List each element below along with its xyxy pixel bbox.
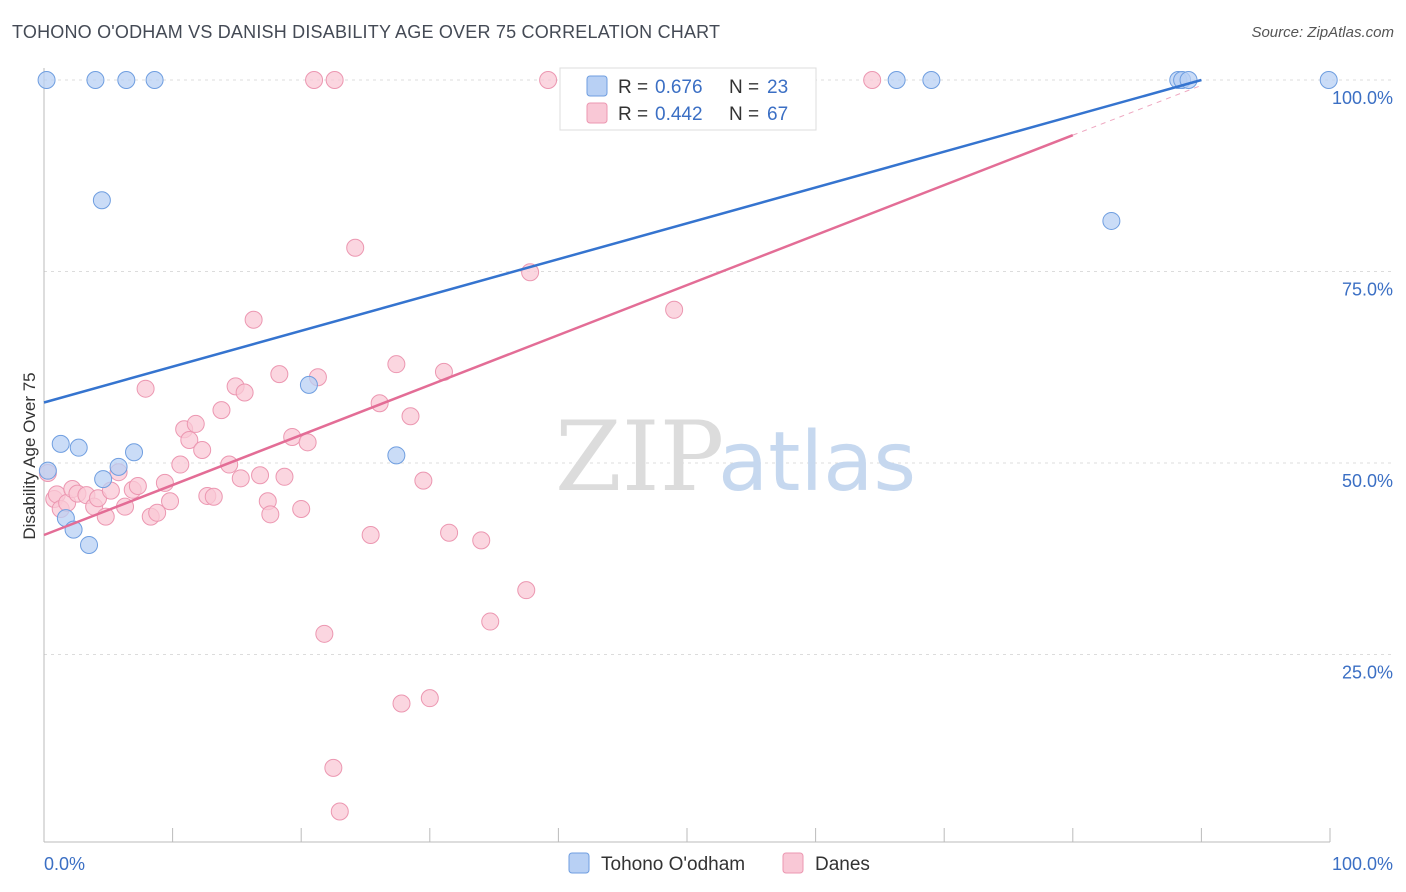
y-tick-label-25: 25.0% — [1342, 663, 1393, 683]
danes-point-34 — [251, 466, 270, 485]
legend-blue-r-label: R = — [618, 77, 648, 98]
danes-point-28 — [212, 401, 231, 420]
tohono-point-7 — [109, 457, 128, 476]
danes-point-33 — [244, 310, 263, 329]
danes-point-36 — [261, 505, 280, 524]
y-tick-labels: 25.0% 50.0% 75.0% 100.0% — [1332, 88, 1393, 683]
x-tick-label-max: 100.0% — [1332, 854, 1393, 874]
danes-point-37 — [270, 365, 289, 384]
danes-trend-line — [43, 133, 1074, 537]
x-ticks — [43, 828, 1331, 842]
trend-lines — [43, 78, 1202, 537]
tohono-point-0 — [38, 461, 57, 480]
tohono-point-21 — [1319, 71, 1338, 89]
legend-pink-r-label: R = — [618, 104, 648, 125]
danes-point-41 — [298, 433, 317, 452]
danes-point-43 — [315, 624, 334, 643]
watermark: ZIP atlas — [555, 401, 916, 513]
tohono-point-15 — [887, 71, 906, 89]
legend-pink-swatch — [586, 102, 608, 124]
x-tick-label-min: 0.0% — [44, 854, 85, 874]
tohono-point-17 — [1102, 211, 1121, 230]
tohono-point-13 — [299, 375, 318, 394]
y-tick-label-50: 50.0% — [1342, 471, 1393, 491]
source-label: Source: ZipAtlas.com — [1251, 24, 1394, 41]
y-tick-label-100: 100.0% — [1332, 88, 1393, 108]
danes-point-62 — [325, 71, 344, 89]
bottom-legend-pink-swatch — [782, 852, 804, 874]
tohono-point-22 — [37, 71, 56, 89]
watermark-zip: ZIP — [555, 401, 724, 513]
danes-point-49 — [387, 355, 406, 374]
danes-point-47 — [361, 526, 380, 545]
danes-point-52 — [414, 471, 433, 490]
legend-blue-n-value: 23 — [767, 77, 788, 98]
tohono-point-5 — [80, 535, 99, 554]
y-axis-title: Disability Age Over 75 — [20, 372, 39, 539]
tohono-point-16 — [922, 71, 941, 89]
danes-point-60 — [665, 300, 684, 319]
danes-point-15 — [128, 476, 147, 495]
danes-point-58 — [517, 581, 536, 600]
tohono-point-4 — [69, 438, 88, 457]
danes-point-50 — [392, 694, 411, 713]
danes-point-57 — [481, 612, 500, 631]
tohono-trend-line — [43, 78, 1202, 404]
legend-pink-n-label: N = — [729, 104, 759, 125]
danes-point-40 — [292, 499, 311, 518]
chart-title: TOHONO O'ODHAM VS DANISH DISABILITY AGE … — [12, 22, 721, 42]
tohono-point-12 — [145, 71, 164, 89]
danes-point-24 — [186, 414, 205, 433]
tohono-point-11 — [117, 71, 136, 89]
danes-point-45 — [330, 802, 349, 821]
legend-pink-n-value: 67 — [767, 104, 788, 125]
danes-points — [38, 71, 882, 821]
danes-point-66 — [863, 71, 882, 89]
danes-point-61 — [305, 71, 324, 89]
tohono-point-1 — [51, 434, 70, 453]
tohono-point-6 — [94, 470, 113, 489]
bottom-legend-blue-swatch — [568, 852, 590, 874]
danes-point-27 — [204, 487, 223, 506]
danes-point-56 — [472, 531, 491, 550]
danes-point-44 — [324, 758, 343, 777]
danes-point-63 — [539, 71, 558, 89]
gridlines — [44, 79, 1392, 655]
danes-point-46 — [346, 238, 365, 257]
danes-trend-extension — [1072, 84, 1202, 136]
danes-point-16 — [136, 379, 155, 398]
danes-point-31 — [231, 469, 250, 488]
bottom-legend-danes: Danes — [815, 854, 870, 875]
danes-point-23 — [180, 431, 199, 450]
legend-blue-n-label: N = — [729, 77, 759, 98]
tohono-points — [37, 71, 1338, 554]
tohono-point-14 — [387, 446, 406, 465]
danes-point-53 — [420, 689, 439, 708]
danes-point-32 — [235, 383, 254, 402]
correlation-legend: R = 0.676 N = 23 R = 0.442 N = 67 — [559, 67, 817, 131]
tohono-point-10 — [86, 71, 105, 89]
danes-point-21 — [171, 455, 190, 474]
danes-point-55 — [440, 523, 459, 542]
danes-point-25 — [193, 440, 212, 459]
series-legend: Tohono O'odham Danes — [568, 852, 870, 875]
danes-point-20 — [161, 492, 180, 511]
tohono-point-8 — [125, 443, 144, 462]
bottom-legend-tohono: Tohono O'odham — [601, 854, 745, 875]
legend-pink-r-value: 0.442 — [655, 104, 703, 125]
legend-blue-swatch — [586, 75, 608, 97]
danes-point-18 — [148, 503, 167, 522]
danes-point-51 — [401, 407, 420, 426]
watermark-atlas: atlas — [718, 415, 916, 510]
legend-blue-r-value: 0.676 — [655, 77, 703, 98]
tohono-point-9 — [92, 191, 111, 210]
y-tick-label-75: 75.0% — [1342, 280, 1393, 300]
danes-point-38 — [275, 467, 294, 486]
